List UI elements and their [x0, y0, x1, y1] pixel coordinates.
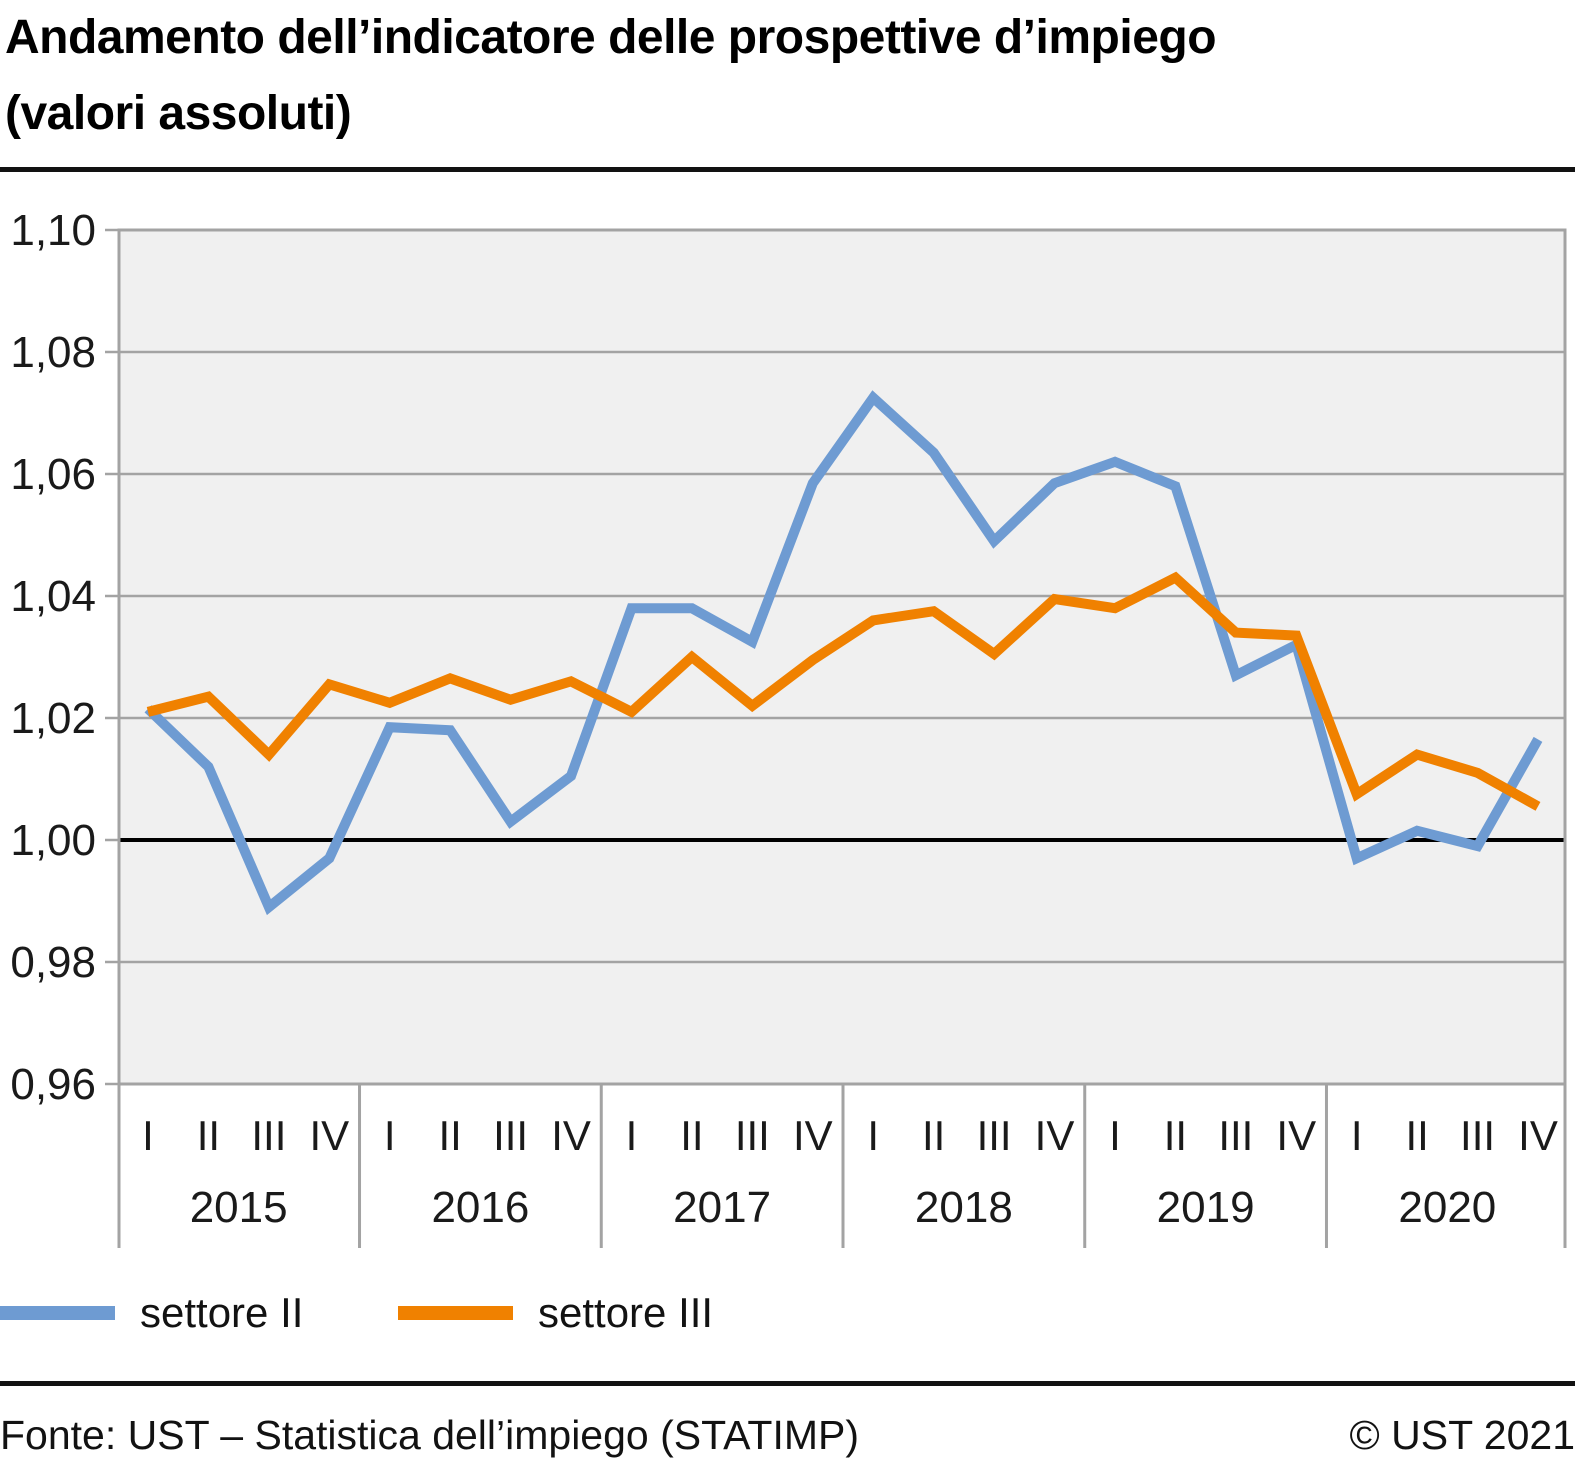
quarter-label: IV — [551, 1112, 591, 1159]
y-tick-label: 1,08 — [10, 328, 96, 377]
quarter-label: I — [384, 1112, 396, 1159]
quarter-label: I — [867, 1112, 879, 1159]
year-label: 2015 — [190, 1183, 288, 1232]
legend-item-settore-iii: settore III — [398, 1290, 713, 1336]
quarter-label: III — [1460, 1112, 1495, 1159]
year-label: 2016 — [431, 1183, 529, 1232]
title-divider — [0, 167, 1575, 172]
quarter-label: IV — [1035, 1112, 1075, 1159]
quarter-label: III — [1218, 1112, 1253, 1159]
quarter-label: II — [1405, 1112, 1428, 1159]
quarter-label: II — [680, 1112, 703, 1159]
y-tick-label: 1,02 — [10, 694, 96, 743]
legend-swatch-settore-iii — [398, 1306, 513, 1320]
quarter-label: I — [1109, 1112, 1121, 1159]
quarter-label: I — [142, 1112, 154, 1159]
year-label: 2019 — [1157, 1183, 1255, 1232]
year-label: 2018 — [915, 1183, 1013, 1232]
quarter-labels: I II III IV I II III IV I II III IV I II III IV I II III IV… — [142, 1112, 1558, 1159]
footer-divider — [0, 1381, 1575, 1386]
year-label: 2020 — [1398, 1183, 1496, 1232]
page-title: Andamento dell’indicatore delle prospett… — [5, 0, 1217, 152]
y-tick-label: 1,06 — [10, 450, 96, 499]
footer-source: Fonte: UST – Statistica dell’impiego (ST… — [0, 1412, 859, 1458]
legend-item-settore-ii: settore II — [0, 1290, 303, 1336]
y-tick-label: 1,04 — [10, 572, 96, 621]
quarter-label: IV — [1276, 1112, 1316, 1159]
footer-copyright: © UST 2021 — [1349, 1412, 1575, 1458]
quarter-label: III — [493, 1112, 528, 1159]
legend-label-settore-ii: settore II — [140, 1289, 304, 1336]
legend-swatch-settore-ii — [0, 1306, 115, 1320]
quarter-label: II — [922, 1112, 945, 1159]
quarter-label: I — [626, 1112, 638, 1159]
footer: Fonte: UST – Statistica dell’impiego (ST… — [0, 1412, 1575, 1459]
y-tick-label: 0,96 — [10, 1060, 96, 1109]
quarter-label: III — [735, 1112, 770, 1159]
plot-background — [119, 230, 1565, 1084]
year-label: 2017 — [673, 1183, 771, 1232]
year-labels: 2015 2016 2017 2018 2019 2020 — [190, 1183, 1497, 1232]
series-line-settore-ii — [144, 390, 1543, 916]
quarter-label: I — [1351, 1112, 1363, 1159]
x-axis — [117, 1084, 1567, 1248]
quarter-label: III — [977, 1112, 1012, 1159]
quarter-label: II — [1164, 1112, 1187, 1159]
y-axis-labels: 1,10 1,08 1,06 1,04 1,02 1,00 0,98 0,96 — [10, 206, 96, 1109]
y-tick-label: 1,00 — [10, 816, 96, 865]
y-tick-label: 0,98 — [10, 938, 96, 987]
legend-label-settore-iii: settore III — [538, 1289, 714, 1336]
quarter-label: II — [439, 1112, 462, 1159]
quarter-label: II — [197, 1112, 220, 1159]
quarter-label: III — [251, 1112, 286, 1159]
page-title-line1: Andamento dell’indicatore delle prospett… — [5, 11, 1217, 64]
y-tick-label: 1,10 — [10, 206, 96, 255]
page-title-line2: (valori assoluti) — [5, 87, 352, 140]
quarter-label: IV — [309, 1112, 349, 1159]
series-line-settore-iii — [146, 571, 1541, 811]
quarter-label: IV — [793, 1112, 833, 1159]
quarter-label: IV — [1518, 1112, 1558, 1159]
